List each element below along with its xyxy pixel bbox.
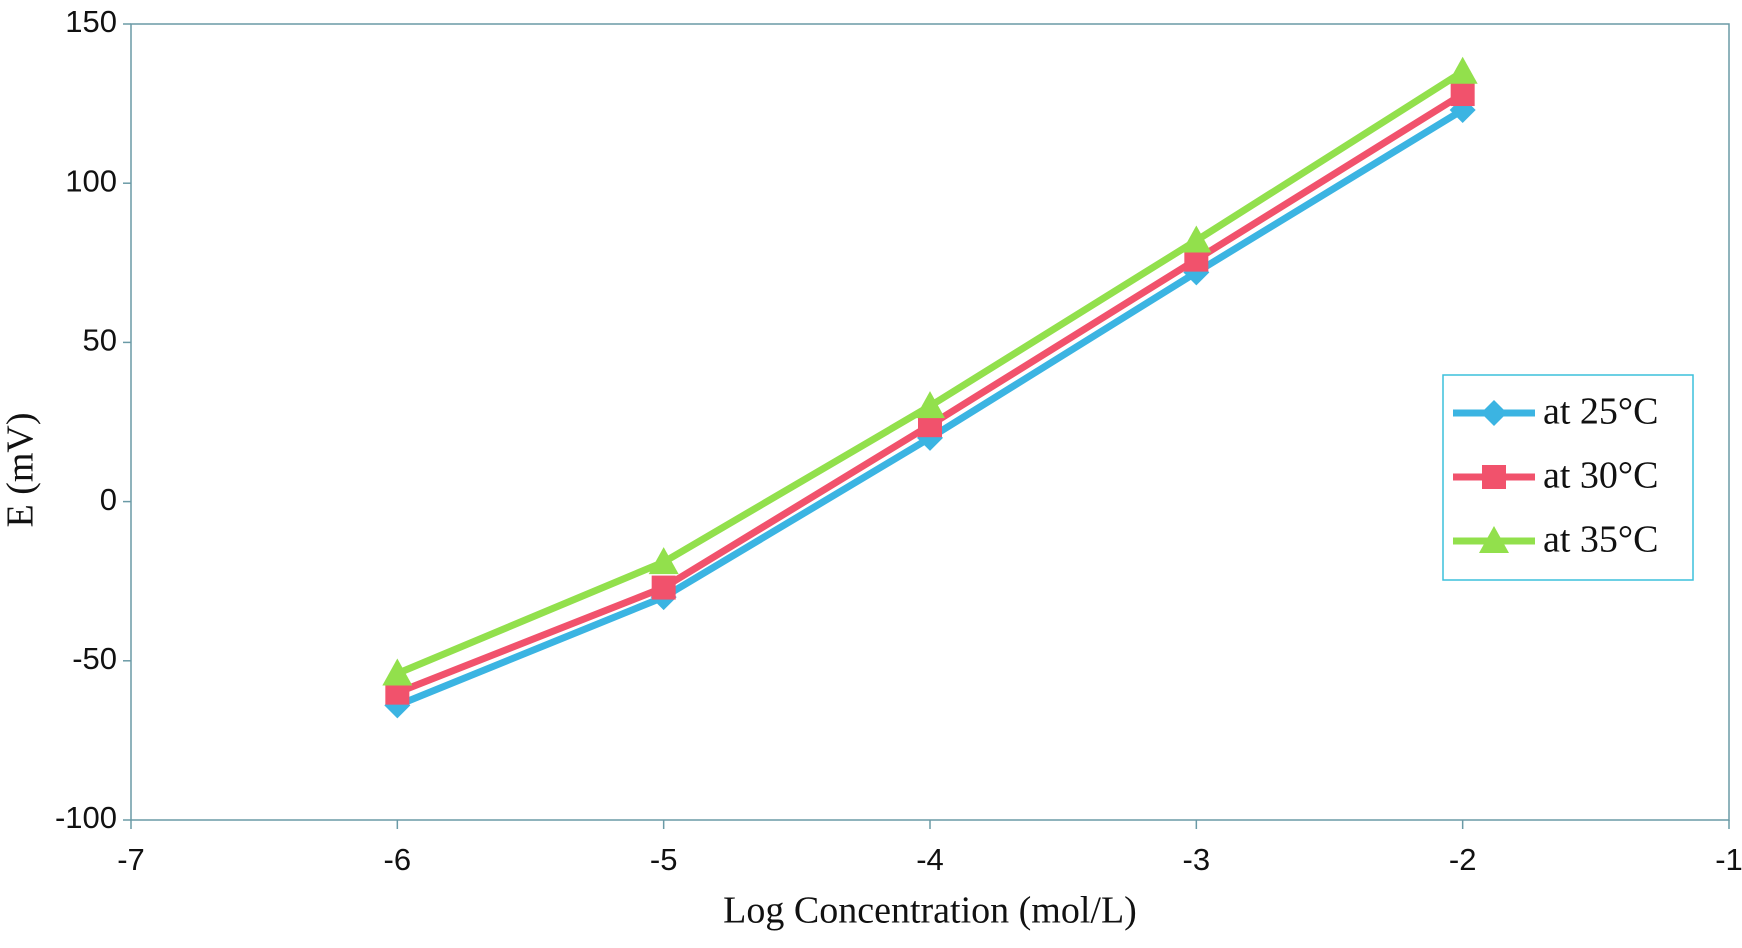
data-point [915, 391, 945, 419]
x-axis-title: Log Concentration (mol/L) [723, 890, 1137, 932]
data-point [651, 575, 676, 600]
legend-label: at 25°C [1543, 391, 1658, 433]
legend-label: at 35°C [1543, 519, 1658, 561]
data-point [1450, 82, 1475, 107]
data-point [1181, 225, 1212, 253]
data-point [382, 658, 413, 686]
legend-marker [1481, 400, 1507, 426]
y-tick-label: 0 [100, 482, 117, 517]
data-point [648, 547, 679, 575]
y-axis-title: E (mV) [0, 412, 42, 527]
legend-label: at 30°C [1543, 455, 1658, 497]
x-tick-label: -2 [1449, 842, 1477, 877]
data-point [1447, 56, 1478, 84]
x-tick-label: -5 [650, 842, 678, 877]
series-line [395, 68, 1465, 677]
x-tick-label: -1 [1715, 842, 1742, 877]
x-tick-label: -7 [117, 842, 145, 877]
y-tick-label: -50 [72, 641, 117, 676]
legend-marker [1482, 465, 1506, 489]
x-tick-label: -3 [1183, 842, 1211, 877]
y-tick-label: -100 [55, 800, 117, 835]
legend-marker [1479, 526, 1509, 553]
y-tick-label: 50 [83, 323, 117, 358]
x-tick-label: -4 [916, 842, 944, 877]
y-tick-label: 100 [65, 163, 117, 198]
y-tick-label: 150 [65, 4, 117, 39]
x-tick-label: -6 [384, 842, 412, 877]
